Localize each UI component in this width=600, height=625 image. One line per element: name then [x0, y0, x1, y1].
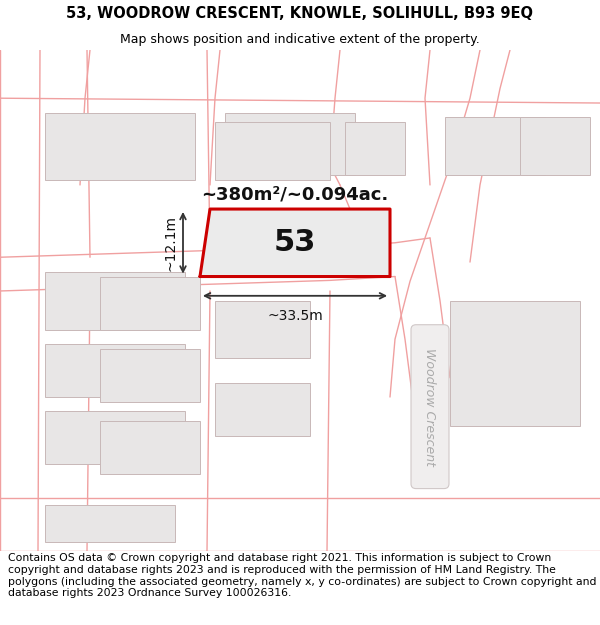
Text: Map shows position and indicative extent of the property.: Map shows position and indicative extent… — [120, 34, 480, 46]
Bar — [215, 382, 310, 436]
Bar — [100, 276, 200, 329]
Bar — [45, 112, 195, 180]
Bar — [215, 122, 330, 180]
Bar — [450, 301, 580, 426]
Bar — [100, 421, 200, 474]
Bar — [100, 349, 200, 402]
Bar — [445, 118, 545, 175]
Bar — [45, 505, 175, 542]
Text: Contains OS data © Crown copyright and database right 2021. This information is : Contains OS data © Crown copyright and d… — [8, 554, 596, 598]
Text: 53, WOODROW CRESCENT, KNOWLE, SOLIHULL, B93 9EQ: 53, WOODROW CRESCENT, KNOWLE, SOLIHULL, … — [67, 6, 533, 21]
Bar — [45, 344, 185, 397]
Bar — [45, 411, 185, 464]
Bar — [345, 122, 405, 175]
Bar — [45, 272, 185, 329]
Text: Woodrow Crescent: Woodrow Crescent — [424, 348, 437, 466]
Text: 53: 53 — [274, 228, 316, 258]
Bar — [225, 112, 355, 175]
Bar — [520, 118, 590, 175]
Polygon shape — [200, 209, 390, 276]
Text: ~12.1m: ~12.1m — [164, 215, 178, 271]
Text: ~380m²/~0.094ac.: ~380m²/~0.094ac. — [202, 186, 389, 204]
FancyBboxPatch shape — [411, 325, 449, 489]
Bar — [215, 301, 310, 359]
Text: ~33.5m: ~33.5m — [267, 309, 323, 323]
